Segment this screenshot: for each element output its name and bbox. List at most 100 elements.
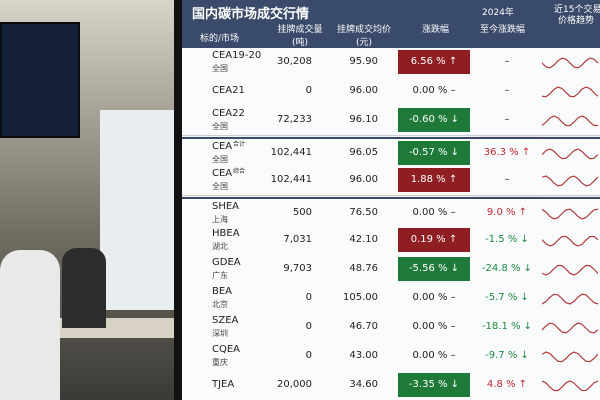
year-label: 2024年 — [482, 8, 514, 18]
volume: 7,031 — [283, 234, 312, 245]
change: -5.56 % ↓ — [398, 257, 470, 281]
sparkline — [542, 235, 598, 247]
change: -0.60 % ↓ — [398, 108, 470, 132]
change: 0.00 % – — [412, 207, 456, 218]
table-row: TJEA 20,000 34.60 -3.35 % ↓ 4.8 % ↑ — [182, 371, 600, 400]
price: 95.90 — [349, 56, 378, 67]
price: 46.70 — [349, 321, 378, 332]
ytd: – — [504, 56, 510, 67]
code: CEA21 — [212, 85, 245, 96]
ytd: 9.0 % ↑ — [486, 207, 528, 218]
market: 全国 — [212, 155, 228, 164]
price: 43.00 — [349, 350, 378, 361]
code-sup: 合计 — [233, 141, 246, 148]
volume: 0 — [305, 350, 312, 361]
sparkline — [542, 351, 598, 363]
code: CEA — [212, 168, 233, 179]
change: 0.00 % – — [412, 85, 456, 96]
table-row: CEA19-20 全国 30,208 95.90 6.56 % ↑ – — [182, 48, 600, 78]
volume: 102,441 — [270, 174, 312, 185]
column-header: 至今涨跌幅 — [480, 25, 526, 35]
market: 湖北 — [212, 242, 228, 251]
code: CQEA — [212, 344, 241, 355]
market: 重庆 — [212, 358, 228, 367]
sparkline-path — [542, 175, 598, 187]
sparkline-path — [542, 115, 598, 127]
sparkline-path — [542, 235, 598, 247]
sparkline — [542, 148, 598, 160]
table-row: BEA 北京 0 105.00 0.00 % – -5.7 % ↓ — [182, 284, 600, 314]
ytd: – — [504, 114, 510, 125]
sparkline — [542, 322, 598, 334]
code-sup: 综合 — [233, 168, 246, 175]
sparkline — [542, 86, 598, 98]
sparkline — [542, 380, 598, 392]
change: 6.56 % ↑ — [398, 50, 470, 74]
ytd: -24.8 % ↓ — [481, 263, 533, 274]
ytd: – — [504, 174, 510, 185]
person — [0, 250, 60, 400]
table-row: SHEA 上海 500 76.50 0.00 % – 9.0 % ↑ — [182, 197, 600, 229]
change: 0.00 % – — [412, 321, 456, 332]
volume: 0 — [305, 321, 312, 332]
sparkline-path — [542, 208, 598, 220]
screen-frame — [174, 0, 182, 400]
sparkline-path — [542, 148, 598, 160]
code: TJEA — [212, 379, 235, 390]
volume: 9,703 — [283, 263, 312, 274]
sparkline-path — [542, 380, 598, 392]
market: 全国 — [212, 122, 228, 131]
market: 全国 — [212, 64, 228, 73]
sparkline — [542, 175, 598, 187]
ytd: -9.7 % ↓ — [485, 350, 529, 361]
market: 上海 — [212, 215, 228, 224]
change: 0.00 % – — [412, 350, 456, 361]
sparkline — [542, 208, 598, 220]
table-row: CEA21 0 96.00 0.00 % – – — [182, 77, 600, 107]
code: GDEA — [212, 257, 241, 268]
volume: 72,233 — [277, 114, 312, 125]
price: 76.50 — [349, 207, 378, 218]
volume: 0 — [305, 292, 312, 303]
price: 96.00 — [349, 174, 378, 185]
code: SZEA — [212, 315, 239, 326]
price: 96.00 — [349, 85, 378, 96]
change: -0.57 % ↓ — [398, 141, 470, 165]
volume: 20,000 — [277, 379, 312, 390]
sparkline-path — [542, 293, 598, 305]
table-row: GDEA 广东 9,703 48.76 -5.56 % ↓ -24.8 % ↓ — [182, 255, 600, 285]
code: CEA19-20 — [212, 50, 262, 61]
column-header: 挂牌成交量(吨) — [277, 25, 323, 48]
price: 96.05 — [349, 147, 378, 158]
volume: 0 — [305, 85, 312, 96]
title: 国内碳市场成交行情 — [192, 7, 310, 22]
change: -3.35 % ↓ — [398, 373, 470, 397]
volume: 102,441 — [270, 147, 312, 158]
trend-label: 价格趋势 — [558, 16, 595, 26]
person-back — [62, 248, 106, 328]
sparkline — [542, 57, 598, 69]
table-row: CEA 合计 全国 102,441 96.05 -0.57 % ↓ 36.3 % ↑ — [182, 137, 600, 169]
volume: 30,208 — [277, 56, 312, 67]
ytd: -18.1 % ↓ — [481, 321, 533, 332]
screen: CEA19-20 全国 30,208 95.90 6.56 % ↑ – CEA21 0 96.0… — [182, 0, 600, 400]
column-header: 标的/市场 — [200, 34, 240, 44]
market: 全国 — [212, 182, 228, 191]
code: CEA — [212, 141, 233, 152]
sparkline — [542, 115, 598, 127]
code: BEA — [212, 286, 233, 297]
code: CEA22 — [212, 108, 245, 119]
sparkline-path — [542, 264, 598, 276]
price: 34.60 — [349, 379, 378, 390]
table-row: CEA22 全国 72,233 96.10 -0.60 % ↓ – — [182, 106, 600, 136]
ytd: 4.8 % ↑ — [486, 379, 528, 390]
code: HBEA — [212, 228, 240, 239]
ytd: -1.5 % ↓ — [485, 234, 529, 245]
change: 1.88 % ↑ — [398, 168, 470, 192]
sparkline — [542, 264, 598, 276]
sparkline-path — [542, 322, 598, 334]
market: 广东 — [212, 271, 228, 280]
column-header: 挂牌成交均价(元) — [336, 25, 391, 48]
change: 0.00 % – — [412, 292, 456, 303]
